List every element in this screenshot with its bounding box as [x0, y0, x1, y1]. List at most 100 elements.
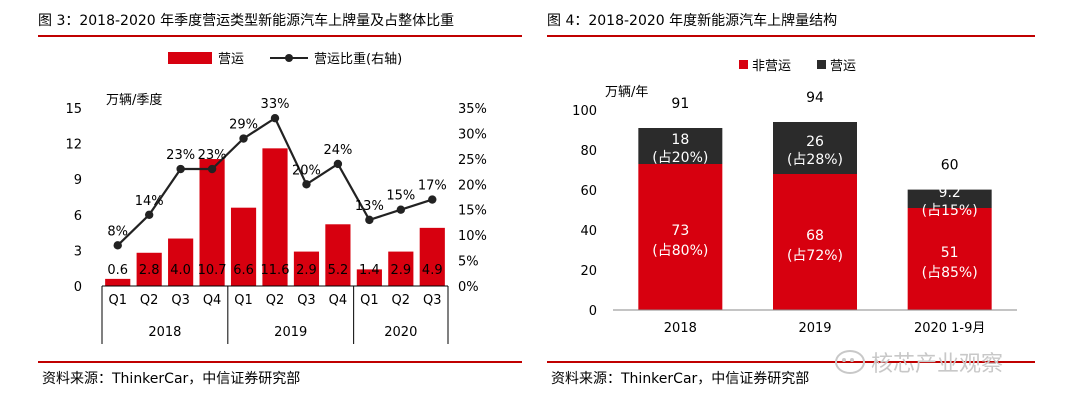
bar-non-operating — [907, 208, 992, 310]
share-point — [239, 134, 248, 143]
share-point — [365, 215, 374, 225]
x-tick-label: Q2 — [392, 293, 411, 308]
y-tick-label: 0 — [589, 304, 597, 319]
share-point — [144, 210, 154, 219]
y-tick-label: 80 — [580, 144, 597, 159]
non-operating-share-label: (占80%) — [652, 243, 708, 259]
bar — [419, 227, 445, 286]
share-label: 24% — [323, 143, 352, 158]
x-tick-label: Q3 — [423, 293, 442, 308]
bar — [199, 159, 225, 286]
left-top-rule — [38, 35, 522, 37]
share-point — [176, 164, 185, 174]
bar — [356, 269, 382, 286]
y-tick-label: 60 — [580, 184, 597, 199]
share-label: 33% — [261, 97, 290, 112]
x-tick-label: Q2 — [140, 293, 159, 308]
wechat-icon — [835, 350, 865, 374]
left-y-axis-label: 万辆/季度 — [106, 92, 162, 108]
x-tick-label: Q1 — [234, 293, 253, 308]
non-operating-share-label: (占85%) — [922, 265, 978, 281]
x-tick-label: Q2 — [266, 293, 285, 308]
left-y-tick-label: 9 — [74, 173, 82, 188]
left-bottom-rule — [38, 361, 522, 363]
total-label: 94 — [806, 90, 824, 106]
bar-non-operating — [638, 164, 723, 310]
legend-swatch-operating — [817, 60, 826, 69]
operating-value-label: 26 — [806, 134, 824, 150]
x-tick-label: Q4 — [203, 293, 222, 308]
left-chart: 营运 营运比重(右轴) 万辆/季度 0 3 6 9 12 15 0% 5% 10% 15% 20% 25% 3… — [65, 51, 487, 344]
y-tick-label: 20 — [580, 264, 597, 279]
right-panel: 图 4：2018-2020 年度新能源汽车上牌量结构 非营运 营运 万辆/年 0 20 4… — [547, 0, 1035, 405]
bar-value-label: 2.9 — [296, 263, 317, 278]
x-group-label: 2020 — [384, 325, 417, 340]
bar-value-label: 0.6 — [107, 263, 128, 278]
legend-label-operating: 营运 — [830, 59, 856, 74]
bar — [293, 251, 320, 286]
operating-value-label: 9.2 — [939, 185, 961, 201]
bar — [168, 238, 194, 286]
right-bottom-rule — [547, 361, 1035, 363]
share-point — [396, 205, 406, 214]
right-y-tick-label: 30% — [458, 127, 487, 142]
right-source: 资料来源：ThinkerCar，中信证券研究部 — [551, 371, 810, 387]
bar-value-label: 11.6 — [261, 263, 290, 278]
bar — [388, 251, 414, 286]
bar-value-label: 6.6 — [233, 263, 254, 278]
bar-operating — [773, 122, 857, 174]
watermark-text: 核芯产业观察 — [871, 352, 1004, 377]
share-label: 13% — [355, 199, 384, 214]
right-y-tick-label: 5% — [458, 255, 479, 270]
legend-swatch-non-operating — [739, 60, 748, 69]
x-tick-label: Q1 — [108, 293, 127, 308]
share-label: 23% — [198, 148, 227, 163]
share-label: 20% — [292, 163, 321, 178]
x-tick-label: Q3 — [171, 293, 190, 308]
share-point — [302, 180, 311, 189]
operating-share-label: (占28%) — [787, 152, 843, 168]
left-y-tick-label: 6 — [74, 209, 82, 224]
right-y-tick-label: 0% — [458, 280, 479, 295]
bar — [262, 148, 288, 286]
left-source: 资料来源：ThinkerCar，中信证券研究部 — [42, 371, 301, 387]
x-tick-label: 2019 — [798, 321, 831, 336]
bar-non-operating — [773, 174, 857, 310]
share-label: 29% — [229, 118, 258, 133]
y-tick-label: 40 — [580, 224, 597, 239]
legend-label-line: 营运比重(右轴) — [314, 51, 402, 67]
bar — [105, 278, 131, 286]
share-point — [207, 164, 217, 174]
right-y-tick-label: 15% — [458, 204, 487, 219]
share-label: 8% — [107, 224, 128, 239]
left-y-tick-label: 3 — [74, 244, 82, 259]
operating-share-label: (占15%) — [922, 203, 978, 219]
x-group-label: 2018 — [148, 325, 181, 340]
share-label: 23% — [166, 148, 195, 163]
share-point — [113, 241, 122, 250]
bar-value-label: 1.4 — [359, 263, 380, 278]
bar-value-label: 4.0 — [170, 263, 191, 278]
share-point — [270, 113, 280, 123]
legend-label-non-operating: 非营运 — [752, 59, 791, 74]
legend-swatch-marker — [285, 54, 293, 62]
x-tick-label: Q3 — [297, 293, 316, 308]
bar — [230, 207, 257, 286]
x-group-label: 2019 — [274, 325, 307, 340]
bar-value-label: 5.2 — [328, 263, 349, 278]
bar — [136, 252, 162, 286]
right-y-tick-label: 20% — [458, 178, 487, 193]
legend-swatch-bar — [168, 52, 212, 64]
non-operating-share-label: (占72%) — [787, 248, 843, 264]
non-operating-value-label: 73 — [671, 223, 689, 239]
bar-operating — [907, 189, 992, 208]
right-top-rule — [547, 35, 1035, 37]
left-panel: 图 3：2018-2020 年季度营运类型新能源汽车上牌量及占整体比重 营运 营运… — [38, 0, 522, 405]
bar-value-label: 2.9 — [390, 263, 411, 278]
share-point — [428, 195, 437, 204]
total-label: 91 — [671, 96, 689, 112]
right-y-tick-label: 10% — [458, 229, 487, 244]
operating-value-label: 18 — [671, 132, 689, 148]
non-operating-value-label: 68 — [806, 228, 824, 244]
